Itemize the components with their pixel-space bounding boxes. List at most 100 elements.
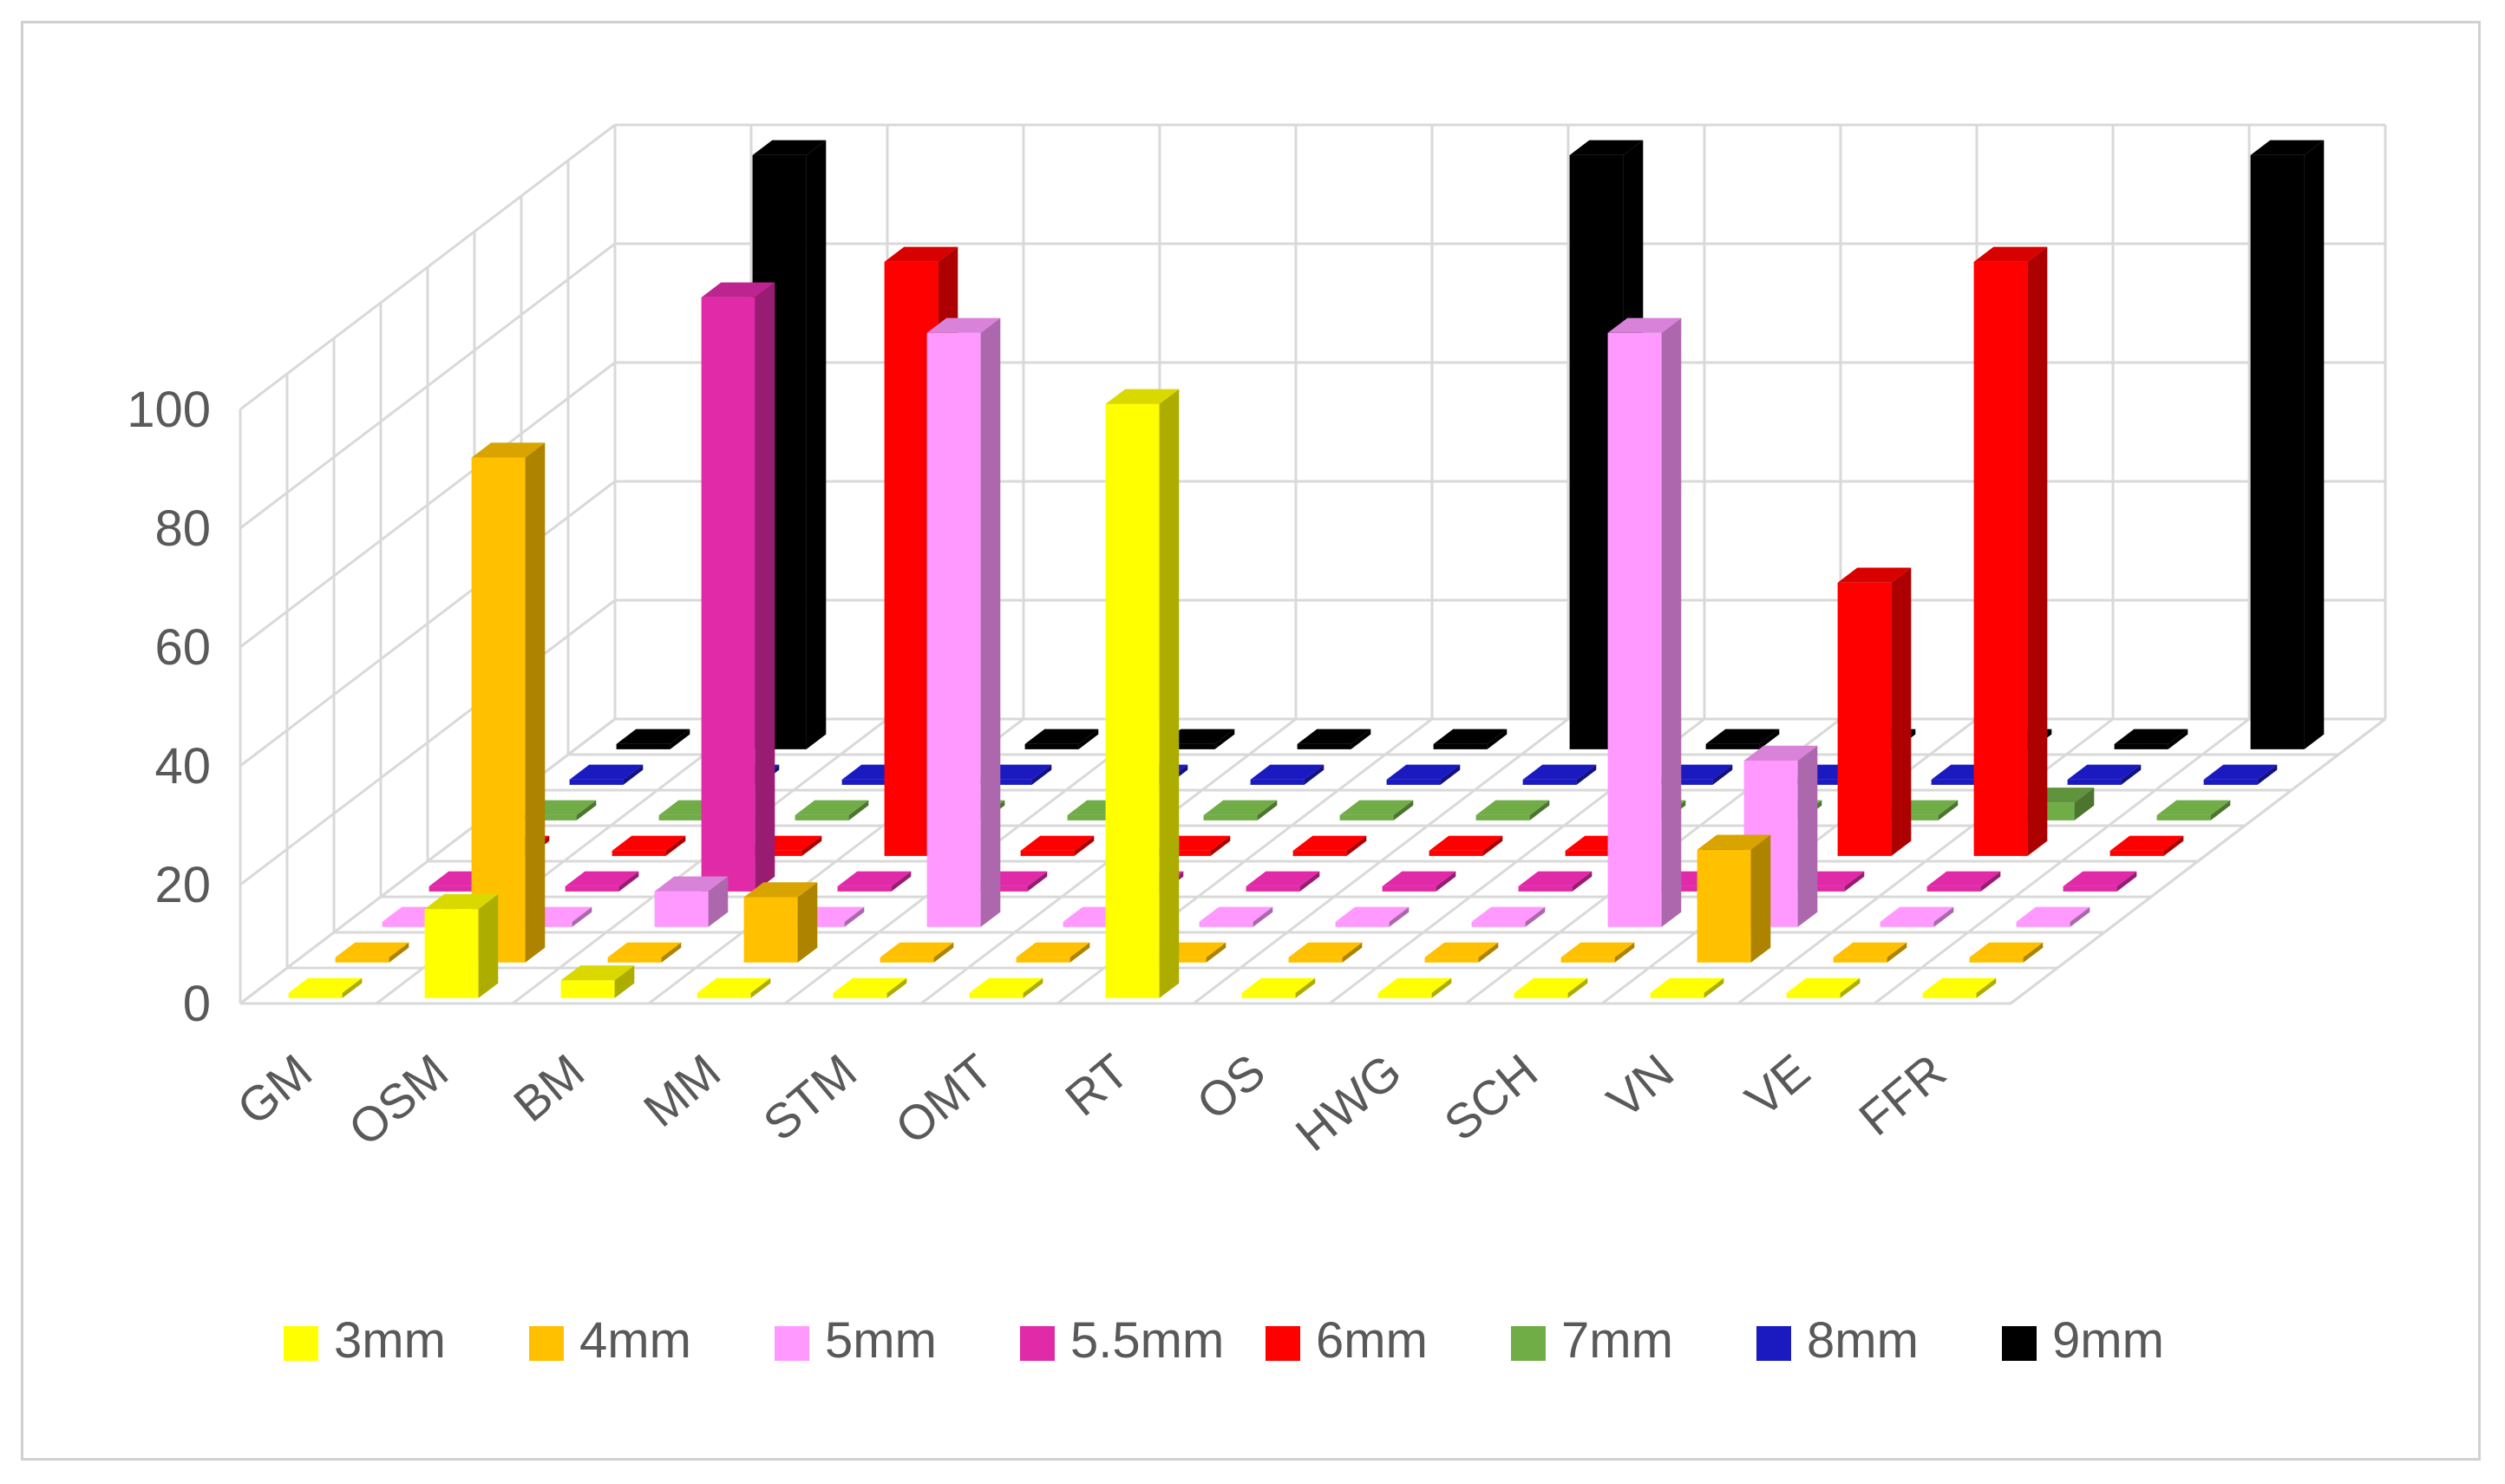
bar-side-face <box>2116 871 2137 892</box>
bar-4mm-GM <box>335 942 409 963</box>
bar-side-face <box>1031 764 1052 785</box>
bar-front-face <box>1565 850 1619 856</box>
bar-side-face <box>801 835 822 856</box>
x-tick-label: VN <box>1597 1043 1684 1128</box>
x-tick-label: STM <box>753 1043 867 1151</box>
bar-front-face <box>1241 992 1296 998</box>
bar-8mm-RT <box>1386 764 1461 785</box>
bar-front-face <box>2067 779 2122 785</box>
bar-side-face <box>2163 835 2184 856</box>
bar-3mm-RT <box>1105 389 1180 998</box>
bar-front-face <box>841 779 896 785</box>
legend-entry: 5mm <box>775 1312 937 1369</box>
bar-8mm-OMT <box>1250 764 1324 785</box>
x-tick-label: RT <box>1055 1043 1139 1127</box>
bar-front-face <box>335 957 389 963</box>
bar-side-face <box>618 871 639 892</box>
bar-top-face <box>795 800 869 815</box>
bar-side-face <box>1436 871 1456 892</box>
bar-top-face <box>884 246 958 262</box>
bar-top-face <box>1335 906 1409 922</box>
bar-top-face <box>1161 729 1235 744</box>
bar-5mm-SCH <box>1607 317 1682 927</box>
bar-3mm-GM <box>288 977 363 998</box>
bar-4mm-BM <box>607 942 682 963</box>
y-tick-label: 40 <box>154 738 211 794</box>
bar-front-face <box>1475 814 1530 820</box>
bar-top-face <box>1471 906 1546 922</box>
bar-side-face <box>1844 871 1865 892</box>
bar-7mm-BM <box>795 800 869 820</box>
bar-top-face <box>1786 977 1861 993</box>
bar-top-face <box>1105 389 1180 404</box>
bar-7mm-RT <box>1339 800 1414 820</box>
bar-7mm-FFR <box>2156 800 2231 820</box>
bar-top-face <box>1969 942 2044 958</box>
bar-front-face <box>1607 332 1662 927</box>
legend-swatch <box>1266 1326 1300 1361</box>
bar-front-face <box>1705 743 1760 749</box>
bar-3mm-HWG <box>1377 977 1452 998</box>
bar-front-face <box>1024 743 1079 749</box>
bar-top-face <box>2156 800 2231 815</box>
chart-bars <box>288 140 2325 998</box>
bar-9mm-HWG <box>1705 729 1780 749</box>
bar-side-face <box>1661 317 1682 927</box>
bar-front-face <box>1020 850 1075 856</box>
bar-front-face <box>1560 957 1615 963</box>
bar-side-face <box>1440 764 1461 785</box>
bar-6mm-FFR <box>2109 835 2184 856</box>
legend-label: 6mm <box>1316 1312 1428 1369</box>
bar-front-face <box>1377 992 1432 998</box>
bar-top-face <box>1743 745 1818 761</box>
bar-side-face <box>2168 729 2188 749</box>
bar-5.5mm-BM <box>701 282 775 892</box>
bar-front-face <box>697 992 751 998</box>
bar-4mm-VN <box>1697 834 1771 963</box>
bar-front-face <box>1250 779 1305 785</box>
bar-5mm-HWG <box>1471 906 1546 927</box>
bar-4mm-OMT <box>1016 942 1090 963</box>
bar-side-face <box>525 442 546 963</box>
bar-top-face <box>1241 977 1316 993</box>
bar-6mm-OSM <box>612 835 686 856</box>
legend-swatch <box>529 1326 564 1361</box>
bar-side-face <box>1576 764 1597 785</box>
bar-side-face <box>1214 729 1235 749</box>
bar-3mm-STM <box>833 977 907 998</box>
legend-entry: 6mm <box>1266 1312 1428 1369</box>
side-wall-value-gridline <box>239 361 616 649</box>
bar-front-face <box>1880 921 1934 927</box>
legend-swatch <box>284 1326 318 1361</box>
bar-side-face <box>1299 871 1320 892</box>
bar-front-face <box>471 457 526 963</box>
legend-swatch <box>2002 1326 2037 1361</box>
bar-front-face <box>560 980 615 998</box>
bar-5.5mm-OSM <box>565 871 639 892</box>
bar-4mm-SCH <box>1560 942 1635 963</box>
bar-top-face <box>1833 942 1907 958</box>
bar-front-face <box>1837 582 1892 856</box>
bar-top-face <box>1377 977 1452 993</box>
bar-side-face <box>2027 246 2048 856</box>
side-wall-value-gridline <box>239 242 616 530</box>
x-tick-label: HWG <box>1285 1043 1411 1161</box>
bar-side-face <box>891 871 912 892</box>
bar-front-face <box>612 850 666 856</box>
bar-side-face <box>1704 977 1724 998</box>
bar-top-face <box>1514 977 1588 993</box>
bar-side-face <box>1431 977 1452 998</box>
bar-side-face <box>844 906 865 927</box>
bar-top-face <box>1973 246 2048 262</box>
legend-label: 7mm <box>1561 1312 1673 1369</box>
bar-top-face <box>1386 764 1461 780</box>
bar-6mm-STM <box>1020 835 1095 856</box>
bar-front-face <box>743 897 798 963</box>
bar-front-face <box>2114 743 2168 749</box>
floor-depth-gridline <box>1737 717 2114 1005</box>
bar-front-face <box>1105 403 1160 998</box>
bar-top-face <box>1424 942 1499 958</box>
bar-4mm-STM <box>880 942 954 963</box>
bar-front-face <box>837 886 892 892</box>
bar-front-face <box>1016 957 1070 963</box>
